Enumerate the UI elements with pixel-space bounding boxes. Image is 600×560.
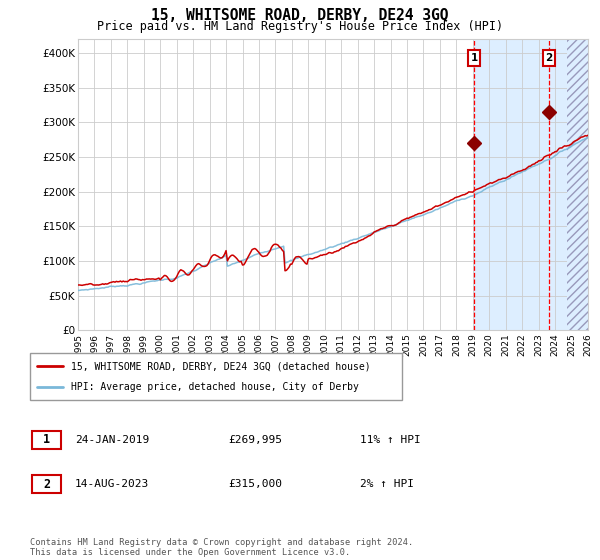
Text: 1: 1 xyxy=(470,53,478,63)
Text: 2% ↑ HPI: 2% ↑ HPI xyxy=(360,479,414,489)
Text: 1: 1 xyxy=(43,433,50,446)
Text: 2: 2 xyxy=(43,478,50,491)
Text: 2: 2 xyxy=(545,53,553,63)
Text: Contains HM Land Registry data © Crown copyright and database right 2024.
This d: Contains HM Land Registry data © Crown c… xyxy=(30,538,413,557)
Text: 24-JAN-2019: 24-JAN-2019 xyxy=(75,435,149,445)
Text: £315,000: £315,000 xyxy=(228,479,282,489)
Text: £269,995: £269,995 xyxy=(228,435,282,445)
Text: 15, WHITSOME ROAD, DERBY, DE24 3GQ: 15, WHITSOME ROAD, DERBY, DE24 3GQ xyxy=(151,8,449,24)
Bar xyxy=(566,39,588,330)
Text: 11% ↑ HPI: 11% ↑ HPI xyxy=(360,435,421,445)
Text: HPI: Average price, detached house, City of Derby: HPI: Average price, detached house, City… xyxy=(71,382,359,392)
Bar xyxy=(474,39,588,330)
Text: 15, WHITSOME ROAD, DERBY, DE24 3GQ (detached house): 15, WHITSOME ROAD, DERBY, DE24 3GQ (deta… xyxy=(71,361,371,371)
Text: Price paid vs. HM Land Registry's House Price Index (HPI): Price paid vs. HM Land Registry's House … xyxy=(97,20,503,32)
Text: 14-AUG-2023: 14-AUG-2023 xyxy=(75,479,149,489)
